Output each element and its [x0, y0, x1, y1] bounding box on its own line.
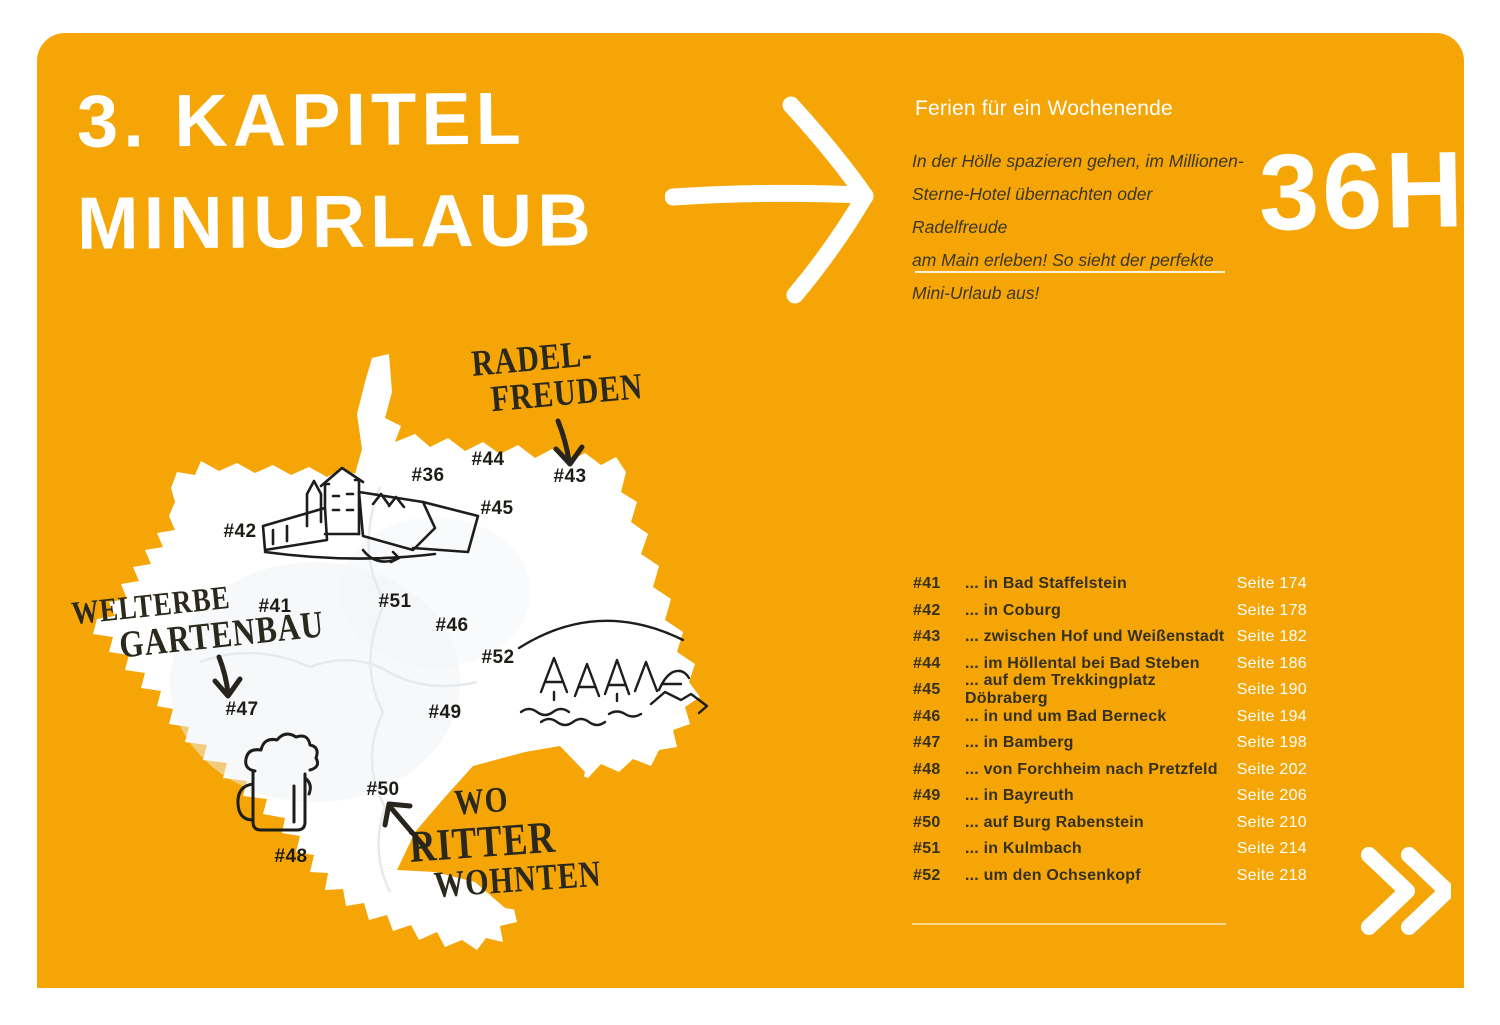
toc-page: Seite 218 [1236, 866, 1307, 884]
map-orange-bay [397, 746, 585, 912]
arrow-down-icon [553, 418, 585, 467]
toc-number: #51 [913, 840, 941, 858]
toc-title: ... in Bayreuth [965, 787, 1074, 805]
toc-page: Seite 214 [1236, 840, 1307, 858]
toc-page: Seite 178 [1236, 601, 1307, 619]
toc-row-49[interactable]: #49 ... in Bayreuth Seite 206 [913, 783, 1307, 810]
intro-text: In der Hölle spazieren gehen, im Million… [912, 145, 1252, 310]
chapter-card: 3. KAPITEL MINIURLAUB Ferien für ein Woc… [37, 33, 1468, 988]
toc-row-52[interactable]: #52 ... um den Ochsenkopf Seite 218 [913, 863, 1307, 890]
castle-illustration [261, 466, 480, 564]
toc-title: ... in Coburg [965, 601, 1061, 619]
map-district-borders [199, 486, 478, 893]
map-shading-2 [340, 517, 530, 667]
toc-page: Seite 206 [1236, 787, 1307, 805]
toc-number: #47 [913, 734, 941, 752]
toc-row-47[interactable]: #47 ... in Bamberg Seite 198 [913, 730, 1307, 757]
intro-line-2: Sterne-Hotel übernachten oder Radelfreud… [912, 184, 1153, 237]
toc-row-46[interactable]: #46 ... in und um Bad Berneck Seite 194 [913, 704, 1307, 731]
toc-title: ... zwischen Hof und Weißenstadt [965, 628, 1225, 646]
chapter-title-line1: 3. KAPITEL [76, 76, 527, 163]
toc-row-45[interactable]: #45 ... auf dem Trekkingplatz Döbraberg Se… [913, 672, 1307, 707]
toc-number: #41 [913, 575, 941, 593]
right-arrow-icon [665, 96, 874, 304]
intro-line-4: Mini-Urlaub aus! [912, 283, 1040, 303]
intro-divider [915, 271, 1225, 273]
toc-page: Seite 202 [1236, 760, 1307, 778]
toc-number: #50 [913, 813, 941, 831]
toc-row-51[interactable]: #51 ... in Kulmbach Seite 214 [913, 836, 1307, 863]
toc-title: ... im Höllental bei Bad Steben [965, 654, 1200, 672]
toc-row-44[interactable]: #44 ... im Höllental bei Bad Steben Seite … [913, 651, 1307, 678]
toc-list: #41 ... in Bad Staffelstein Seite 174 #42..… [913, 571, 1307, 889]
toc-page: Seite 182 [1236, 628, 1307, 646]
toc-number: #43 [913, 628, 941, 646]
toc-number: #48 [913, 760, 941, 778]
toc-page: Seite 198 [1236, 734, 1307, 752]
section-kicker: Ferien für ein Wochenende [915, 97, 1173, 120]
toc-title: ... in Kulmbach [965, 840, 1082, 858]
toc-divider [912, 923, 1226, 925]
annotation-wo-ritter-wohnten: WO RITTER WOHNTEN [405, 771, 639, 906]
beer-mug-illustration [236, 732, 319, 832]
toc-title: ... in Bamberg [965, 734, 1074, 752]
arrow-up-left-icon [382, 801, 426, 848]
toc-title: ... um den Ochsenkopf [965, 866, 1141, 884]
toc-number: #49 [913, 787, 941, 805]
chapter-title-line2: MINIURLAUB [76, 178, 596, 265]
intro-line-1: In der Hölle spazieren gehen, im Million… [912, 151, 1244, 171]
toc-row-50[interactable]: #50 ... auf Burg Rabenstein Seite 210 [913, 810, 1307, 837]
toc-number: #45 [913, 681, 941, 699]
intro-line-3: am Main erleben! So sieht der perfekte [912, 250, 1214, 270]
toc-title: ... auf dem Trekkingplatz Döbraberg [965, 672, 1156, 708]
toc-page: Seite 190 [1236, 681, 1307, 699]
toc-page: Seite 186 [1236, 654, 1307, 672]
toc-row-41[interactable]: #41 ... in Bad Staffelstein Seite 174 [913, 571, 1307, 598]
duration-badge: 36H [1257, 128, 1468, 253]
toc-page: Seite 174 [1236, 575, 1307, 593]
toc-title: ... in Bad Staffelstein [965, 575, 1127, 593]
region-map [93, 354, 709, 950]
toc-row-48[interactable]: #48 ... von Forchheim nach Pretzfeld Seite… [913, 757, 1307, 784]
toc-row-43[interactable]: #43 ... zwischen Hof und Weißenstadt Seite… [913, 624, 1307, 651]
toc-page: Seite 194 [1236, 707, 1307, 725]
toc-title: ... auf Burg Rabenstein [965, 813, 1144, 831]
forest-illustration [517, 619, 709, 727]
map-shading [170, 562, 460, 802]
next-page-chevrons-icon[interactable] [1359, 845, 1451, 937]
toc-number: #46 [913, 707, 941, 725]
toc-title: ... von Forchheim nach Pretzfeld [965, 760, 1218, 778]
chapter-title: 3. KAPITEL MINIURLAUB [77, 69, 596, 273]
toc-number: #42 [913, 601, 941, 619]
toc-number: #44 [913, 654, 941, 672]
toc-row-42[interactable]: #42 ... in Coburg Seite 178 [913, 598, 1307, 625]
toc-page: Seite 210 [1236, 813, 1307, 831]
toc-number: #52 [913, 866, 941, 884]
toc-title: ... in und um Bad Berneck [965, 707, 1167, 725]
arrow-down-icon [212, 654, 243, 699]
